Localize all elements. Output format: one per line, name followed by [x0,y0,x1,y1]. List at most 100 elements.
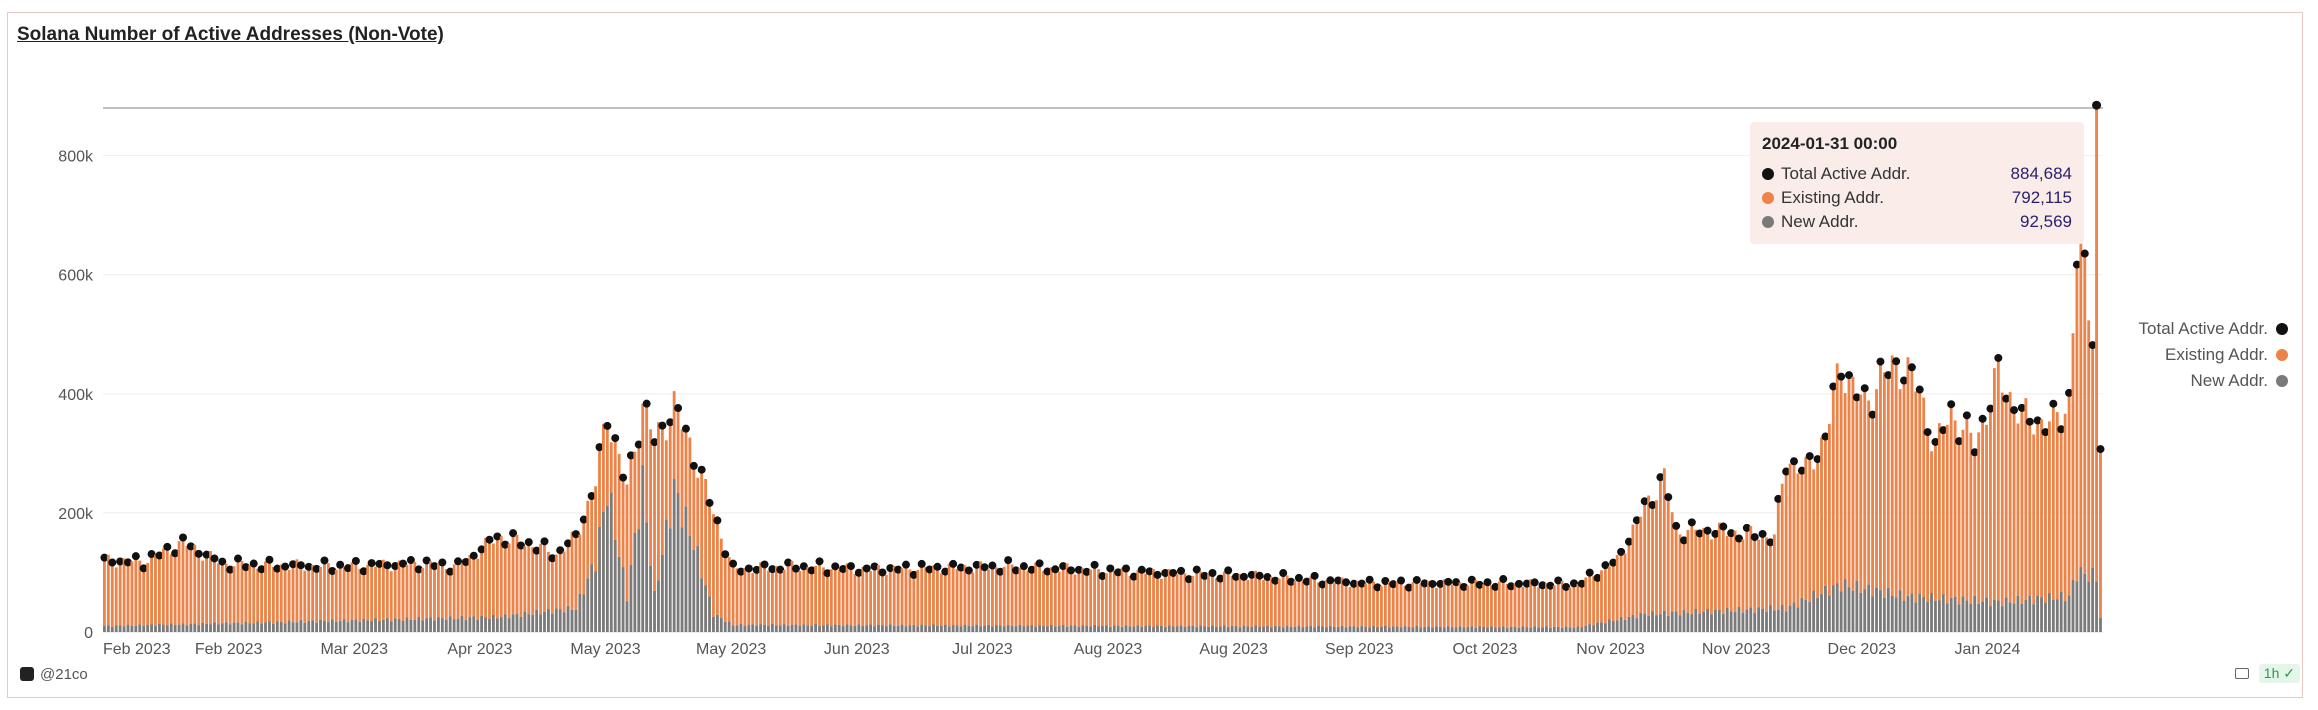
point-total [1412,575,1421,584]
bar-new [1148,625,1152,632]
bar-new [472,616,476,632]
bar-existing [1615,555,1619,621]
bar-new [154,625,157,632]
bar-new [1930,593,1933,632]
bar-new [574,609,578,632]
bar-existing [1690,522,1694,615]
bar-new [1242,625,1246,632]
bar-new [735,625,739,632]
bar-existing [641,403,645,466]
bar-new [240,624,244,632]
bar-existing [1584,577,1588,626]
bar-new [1517,627,1521,632]
bar-new [138,624,142,632]
bar-new [476,619,480,632]
bar-new [440,618,444,632]
point-total [1609,558,1618,567]
bar-new [892,625,896,632]
point-total [1719,522,1728,531]
bar-existing [468,555,472,618]
bar-new [1002,626,1006,632]
bar-existing [1376,587,1379,628]
bar-existing [767,570,770,626]
bar-new [1560,627,1564,632]
bar-new [1262,626,1265,632]
bar-existing [943,571,947,625]
bar-existing [511,533,515,615]
bar-existing [743,568,747,626]
bar-existing [1199,571,1203,626]
bar-existing [1026,570,1030,626]
bar-new [354,619,358,632]
point-total [917,559,926,568]
bar-new [381,619,385,632]
bar-existing [637,444,641,530]
legend-item-total[interactable]: Total Active Addr. [2139,316,2288,342]
legend-item-existing[interactable]: Existing Addr. [2139,342,2288,368]
point-total [1805,452,1814,461]
bar-existing [1941,430,1945,595]
bar-existing [401,563,405,621]
point-total [1357,579,1366,588]
point-total [909,570,918,579]
bar-new [1745,609,1749,632]
bar-existing [1038,563,1041,626]
point-total [131,552,140,561]
camera-icon[interactable] [2234,668,2249,679]
bar-new [833,624,837,632]
bar-new [1690,614,1694,632]
chart-frame [7,12,2303,698]
bar-existing [476,558,480,620]
bar-existing [283,566,287,624]
point-total [1239,572,1248,581]
x-tick-label: Oct 2023 [1452,641,1517,658]
bar-new [1875,587,1878,632]
point-total [1012,566,1021,575]
point-total [1821,432,1830,441]
point-total [1106,564,1115,573]
point-total [587,492,596,501]
bar-new [1702,611,1706,632]
bar-existing [1438,583,1442,627]
interval-label: 1h [2263,665,2280,681]
bar-existing [1269,576,1273,628]
bar-existing [252,563,256,624]
point-total [1177,566,1186,575]
bar-new [558,609,562,632]
point-total [1939,426,1948,435]
bar-new [825,624,829,632]
interval-badge[interactable]: 1h ✓ [2258,664,2300,683]
point-total [1216,574,1225,583]
bar-existing [1706,530,1709,610]
bar-existing [1183,573,1187,627]
bar-existing [366,564,370,621]
bar-existing [1101,576,1104,627]
bar-new [2079,567,2083,632]
bar-new [747,624,751,632]
bar-existing [1894,361,1898,598]
bar-existing [1124,568,1128,626]
bar-new [1879,590,1882,632]
dot-icon [1762,216,1774,228]
bar-new [358,621,362,632]
bar-existing [884,574,888,627]
bar-existing [158,555,161,625]
bar-new [1478,626,1482,632]
point-total [603,421,612,430]
point-total [1766,538,1775,547]
bar-existing [103,557,106,627]
bar-existing [1266,577,1269,626]
point-total [697,465,706,474]
bar-existing [755,569,759,626]
bar-new [1729,611,1733,632]
legend-item-new[interactable]: New Addr. [2139,368,2288,394]
bar-existing [1218,578,1222,627]
bar-new [1914,602,1918,632]
point-total [226,565,235,574]
point-total [1530,578,1539,587]
brand[interactable]: @21co [20,666,88,683]
point-total [1452,578,1461,587]
bar-new [1435,626,1438,632]
bar-existing [134,556,138,626]
